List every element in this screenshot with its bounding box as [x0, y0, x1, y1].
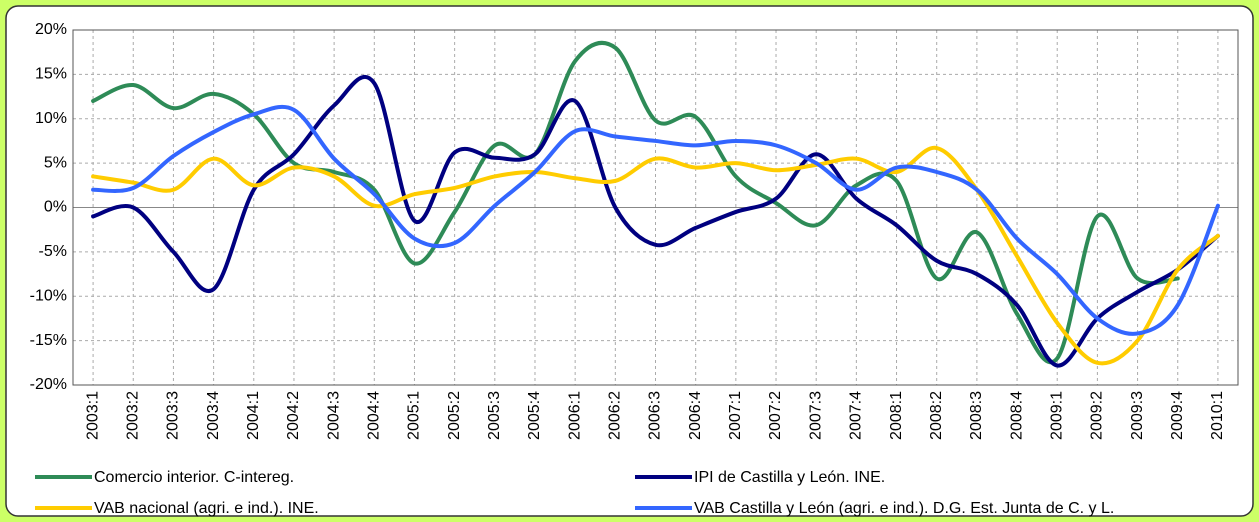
legend-label: IPI de Castilla y León. INE. — [694, 469, 885, 486]
x-tick-label: 2006:1 — [566, 391, 583, 440]
y-tick-label: 5% — [44, 154, 67, 171]
series-line — [91, 146, 1220, 366]
x-tick-label: 2009:2 — [1089, 391, 1106, 440]
x-tick-label: 2006:4 — [687, 391, 704, 440]
x-tick-label: 2005:4 — [526, 391, 543, 440]
y-tick-label: 20% — [35, 21, 67, 38]
y-tick-label: -5% — [39, 243, 67, 260]
x-tick-label: 2003:2 — [124, 391, 141, 440]
x-tick-label: 2003:3 — [165, 391, 182, 440]
x-tick-label: 2006:2 — [607, 391, 624, 440]
y-tick-label: 15% — [35, 66, 67, 83]
x-tick-label: 2005:3 — [486, 391, 503, 440]
legend-label: VAB nacional (agri. e ind.). INE. — [94, 500, 319, 517]
series-line — [91, 74, 1220, 368]
legend-label: VAB Castilla y León (agri. e ind.). D.G.… — [694, 500, 1114, 517]
x-tick-label: 2007:2 — [767, 391, 784, 440]
x-tick-label: 2007:3 — [807, 391, 824, 440]
y-tick-label: -10% — [30, 287, 67, 304]
x-tick-label: 2008:2 — [928, 391, 945, 440]
x-tick-label: 2009:1 — [1048, 391, 1065, 440]
series-line — [91, 40, 1180, 365]
x-tick-label: 2004:2 — [285, 391, 302, 440]
x-tick-label: 2003:4 — [205, 391, 222, 440]
x-tick-label: 2009:3 — [1129, 391, 1146, 440]
x-tick-label: 2004:4 — [366, 391, 383, 440]
x-tick-label: 2008:1 — [888, 391, 905, 440]
y-tick-label: 10% — [35, 110, 67, 127]
y-tick-label: -15% — [30, 332, 67, 349]
y-tick-label: -20% — [30, 376, 67, 393]
x-tick-label: 2007:4 — [848, 391, 865, 440]
x-tick-label: 2006:3 — [647, 391, 664, 440]
x-tick-label: 2008:3 — [968, 391, 985, 440]
y-tick-label: 0% — [44, 199, 67, 216]
x-tick-label: 2005:1 — [406, 391, 423, 440]
x-tick-label: 2007:1 — [727, 391, 744, 440]
x-tick-label: 2004:3 — [325, 391, 342, 440]
x-tick-label: 2005:2 — [446, 391, 463, 440]
x-tick-label: 2008:4 — [1008, 391, 1025, 440]
series-line — [91, 104, 1220, 336]
x-tick-label: 2009:4 — [1169, 391, 1186, 440]
legend-label: Comercio interior. C-intereg. — [94, 469, 294, 486]
x-tick-label: 2010:1 — [1209, 391, 1226, 440]
x-tick-label: 2004:1 — [245, 391, 262, 440]
chart-frame — [5, 5, 1254, 517]
x-tick-label: 2003:1 — [84, 391, 101, 440]
plot-border — [72, 29, 1239, 386]
